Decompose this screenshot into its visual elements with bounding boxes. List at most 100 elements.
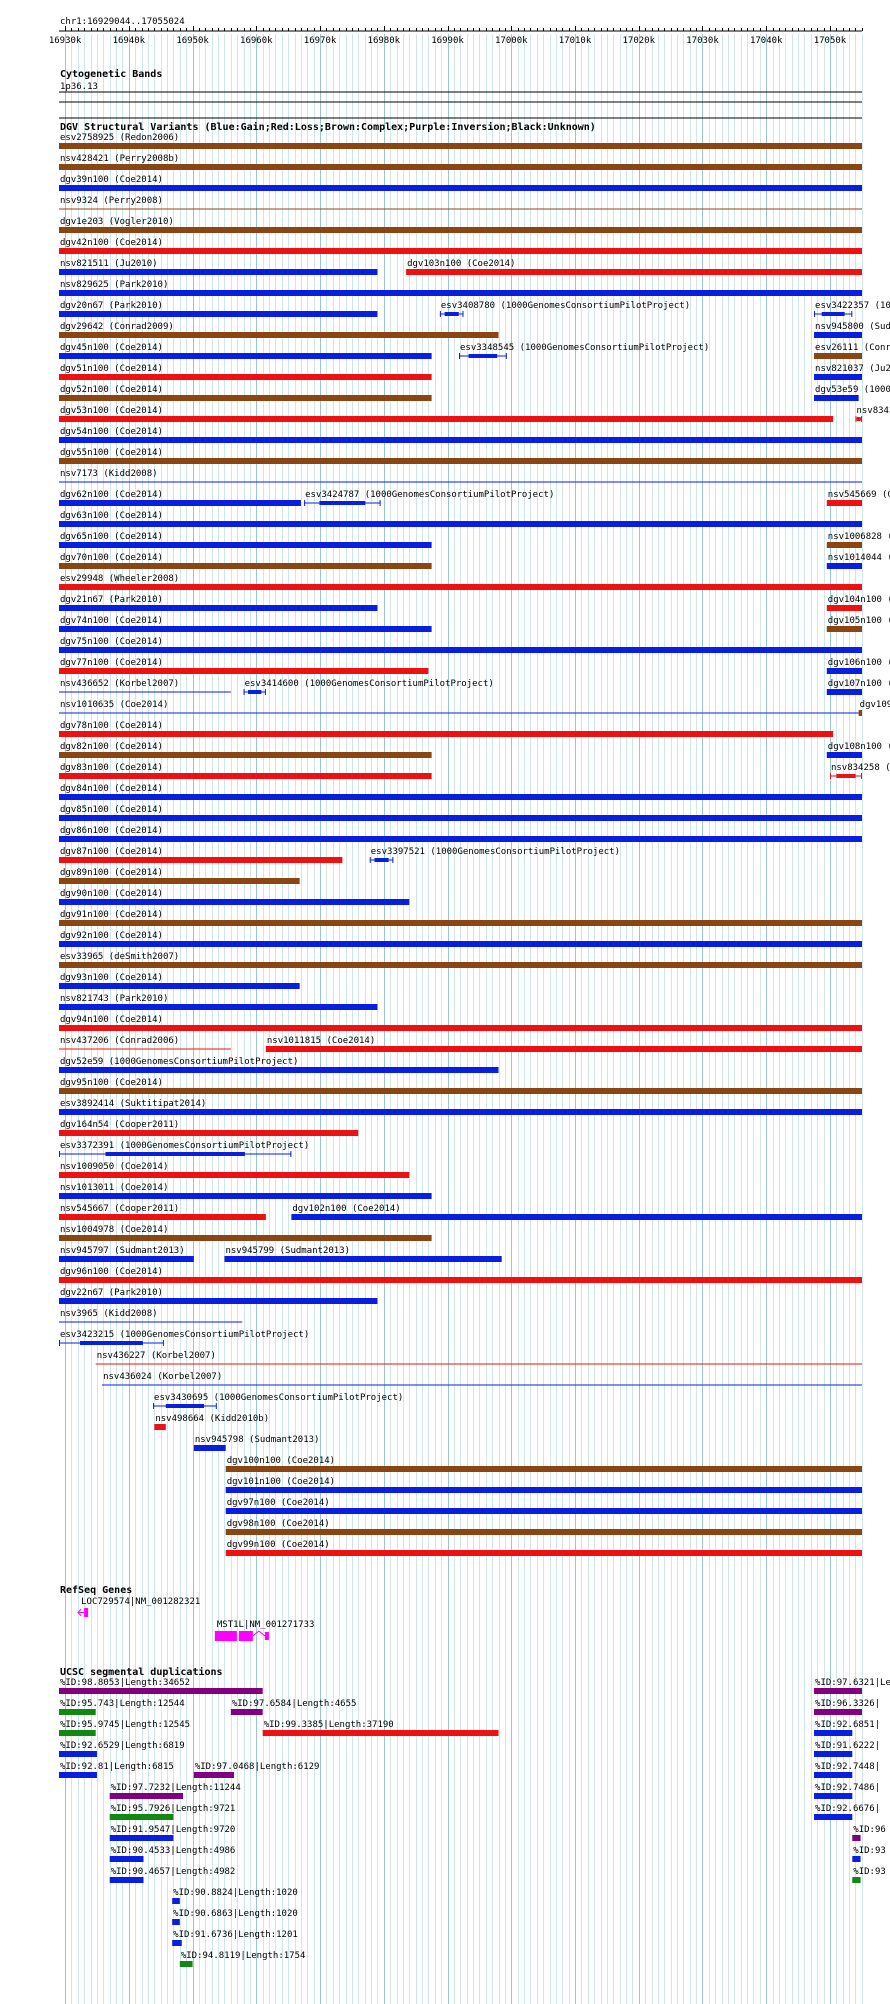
feature-bar[interactable] [59,185,862,191]
feature-bar[interactable] [59,920,862,926]
feature-bar[interactable] [826,626,862,632]
gene-exon[interactable] [264,1632,269,1640]
feature-bar[interactable] [59,1709,96,1715]
gene-exon[interactable] [214,1631,237,1641]
gene-exon[interactable] [84,1608,89,1617]
feature-bar[interactable] [59,395,432,401]
feature-bar[interactable] [59,878,300,884]
feature-bar[interactable] [291,1214,862,1220]
feature-bar[interactable] [59,752,432,758]
feature-bar[interactable] [59,1130,359,1136]
feature-bar[interactable] [59,458,862,464]
feature-bar[interactable] [109,1835,174,1841]
feature-bar[interactable] [225,1508,863,1514]
feature-bar[interactable] [59,311,378,317]
feature-bar[interactable] [59,731,834,737]
feature-bar[interactable] [165,1404,205,1408]
feature-bar[interactable] [374,858,389,862]
feature-bar[interactable] [59,1730,96,1736]
feature-bar[interactable] [59,1751,97,1757]
feature-bar[interactable] [248,690,262,694]
feature-bar[interactable] [59,332,499,338]
feature-bar[interactable] [193,1772,235,1778]
feature-bar[interactable] [230,1709,263,1715]
feature-bar[interactable] [59,1277,862,1283]
feature-bar[interactable] [814,395,859,401]
feature-bar[interactable] [109,1793,184,1799]
feature-bar[interactable] [59,899,410,905]
feature-bar[interactable] [821,312,845,316]
feature-bar[interactable] [59,815,862,821]
feature-bar[interactable] [225,1550,863,1556]
feature-bar[interactable] [224,1256,502,1262]
feature-bar[interactable] [444,312,459,316]
feature-bar[interactable] [826,542,862,548]
feature-bar[interactable] [109,1877,144,1883]
feature-bar[interactable] [265,1046,862,1052]
feature-bar[interactable] [826,752,862,758]
feature-bar[interactable] [852,1856,861,1862]
feature-bar[interactable] [59,269,378,275]
feature-bar[interactable] [59,668,429,674]
feature-bar[interactable] [59,164,862,170]
feature-bar[interactable] [179,1961,193,1967]
feature-bar[interactable] [154,1424,166,1430]
feature-bar[interactable] [856,417,861,421]
feature-bar[interactable] [59,290,862,296]
feature-bar[interactable] [59,1172,410,1178]
feature-bar[interactable] [59,416,834,422]
feature-bar[interactable] [262,1730,499,1736]
feature-bar[interactable] [836,774,856,778]
feature-bar[interactable] [59,1109,862,1115]
feature-bar[interactable] [59,227,862,233]
feature-bar[interactable] [826,668,862,674]
feature-bar[interactable] [59,1193,432,1199]
feature-bar[interactable] [59,1025,862,1031]
feature-bar[interactable] [59,983,300,989]
feature-bar[interactable] [858,710,862,716]
feature-bar[interactable] [814,1814,853,1820]
feature-bar[interactable] [59,1088,862,1094]
feature-bar[interactable] [59,353,432,359]
feature-bar[interactable] [59,962,862,968]
feature-bar[interactable] [826,605,862,611]
feature-bar[interactable] [59,647,862,653]
feature-bar[interactable] [225,1529,863,1535]
feature-bar[interactable] [59,1235,432,1241]
feature-bar[interactable] [59,626,432,632]
feature-bar[interactable] [59,374,432,380]
feature-bar[interactable] [59,563,432,569]
feature-bar[interactable] [59,1688,263,1694]
feature-bar[interactable] [826,689,862,695]
feature-bar[interactable] [59,1298,378,1304]
feature-bar[interactable] [109,1814,174,1820]
feature-bar[interactable] [109,1856,144,1862]
feature-bar[interactable] [59,584,862,590]
feature-bar[interactable] [59,605,378,611]
feature-bar[interactable] [852,1835,861,1841]
feature-bar[interactable] [814,332,862,338]
feature-bar[interactable] [172,1898,180,1904]
feature-bar[interactable] [814,1793,853,1799]
feature-bar[interactable] [814,1751,853,1757]
feature-bar[interactable] [826,563,862,569]
feature-bar[interactable] [172,1940,182,1946]
feature-bar[interactable] [59,542,432,548]
feature-bar[interactable] [105,1152,245,1156]
feature-bar[interactable] [59,836,862,842]
feature-bar[interactable] [406,269,862,275]
feature-bar[interactable] [59,143,862,149]
feature-bar[interactable] [59,1067,499,1073]
feature-bar[interactable] [814,1709,862,1715]
feature-bar[interactable] [59,941,862,947]
feature-bar[interactable] [814,353,862,359]
feature-bar[interactable] [59,248,862,254]
feature-bar[interactable] [59,1214,266,1220]
feature-bar[interactable] [172,1919,180,1925]
feature-bar[interactable] [826,500,862,506]
feature-bar[interactable] [59,794,862,800]
feature-bar[interactable] [852,1877,861,1883]
feature-bar[interactable] [468,354,498,358]
feature-bar[interactable] [59,773,432,779]
feature-bar[interactable] [319,501,366,505]
